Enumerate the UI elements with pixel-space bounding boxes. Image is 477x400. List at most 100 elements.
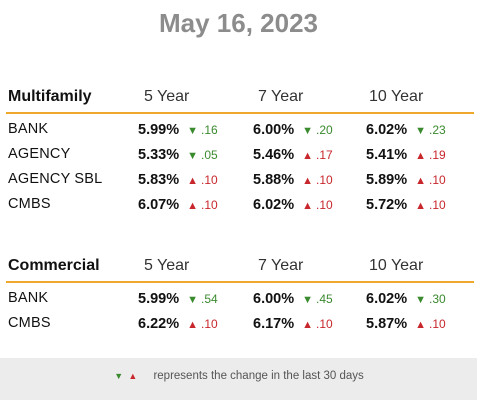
rate-cell: 5.88% ▲ .10 xyxy=(253,171,333,189)
rate-value: 6.02% xyxy=(366,122,408,138)
rate-value: 5.99% xyxy=(138,122,180,138)
column-header: 7 Year xyxy=(258,257,304,274)
table-row: CMBS 6.07% ▲ .10 6.02% ▲ .10 5.72% ▲ .10 xyxy=(0,194,477,219)
column-header: 5 Year xyxy=(144,88,190,105)
row-label: BANK xyxy=(8,121,49,137)
change-value: .10 xyxy=(429,198,446,212)
rate-value: 5.83% xyxy=(138,172,180,188)
table-row: BANK 5.99% ▼ .16 6.00% ▼ .20 6.02% ▼ .23 xyxy=(0,119,477,144)
triangle-up-icon: ▲ xyxy=(128,371,138,381)
section-title: Commercial xyxy=(8,257,100,274)
change-value: .17 xyxy=(316,148,333,162)
column-header: 10 Year xyxy=(369,257,424,274)
section-header: Commercial 5 Year 7 Year 10 Year xyxy=(0,256,477,283)
rate-cell: 5.87% ▲ .10 xyxy=(366,315,446,333)
change-value: .10 xyxy=(316,198,333,212)
rate-cell: 5.41% ▲ .19 xyxy=(366,146,446,164)
triangle-up-icon: ▲ xyxy=(415,319,427,331)
change-value: .05 xyxy=(201,148,218,162)
rate-value: 5.89% xyxy=(366,172,408,188)
triangle-up-icon: ▲ xyxy=(302,175,314,187)
column-header: 10 Year xyxy=(369,88,424,105)
triangle-down-icon: ▼ xyxy=(187,150,199,162)
change-value: .19 xyxy=(429,148,446,162)
change-value: .30 xyxy=(429,292,446,306)
section-commercial: Commercial 5 Year 7 Year 10 Year BANK 5.99% ▼.… xyxy=(0,256,477,332)
rate-cell: 6.00% ▼ .45 xyxy=(253,290,333,308)
rate-value: 5.87% xyxy=(366,316,408,332)
rate-cell: 6.07% ▲ .10 xyxy=(138,196,218,214)
triangle-down-icon: ▼ xyxy=(187,294,199,306)
column-header: 7 Year xyxy=(258,88,304,105)
table-row: AGENCY SBL 5.83% ▲ .10 5.88% ▲ .10 5.89% ▲ .10 xyxy=(0,169,477,194)
rate-value: 5.33% xyxy=(138,147,180,163)
triangle-up-icon: ▲ xyxy=(302,150,314,162)
rate-cell: 6.02% ▲ .10 xyxy=(253,196,333,214)
rate-cell: 6.02% ▼ .23 xyxy=(366,121,446,139)
section-title: Multifamily xyxy=(8,88,92,105)
rate-cell: 6.22% ▲ .10 xyxy=(138,315,218,333)
rate-cell: 5.99% ▼ .54 xyxy=(138,290,218,308)
change-value: .20 xyxy=(316,123,333,137)
triangle-down-icon: ▼ xyxy=(415,125,427,137)
rate-value: 6.00% xyxy=(253,291,295,307)
section-header: Multifamily 5 Year 7 Year 10 Year xyxy=(0,87,477,114)
change-value: .54 xyxy=(201,292,218,306)
rate-value: 6.02% xyxy=(366,291,408,307)
rate-value: 6.00% xyxy=(253,122,295,138)
rate-cell: 5.72% ▲ .10 xyxy=(366,196,446,214)
rate-cell: 5.83% ▲ .10 xyxy=(138,171,218,189)
change-value: .10 xyxy=(429,173,446,187)
triangle-up-icon: ▲ xyxy=(187,175,199,187)
rate-cell: 5.46% ▲ .17 xyxy=(253,146,333,164)
rate-value: 6.02% xyxy=(253,197,295,213)
change-value: .23 xyxy=(429,123,446,137)
change-value: .16 xyxy=(201,123,218,137)
change-value: .10 xyxy=(429,317,446,331)
row-label: AGENCY xyxy=(8,146,71,162)
triangle-up-icon: ▲ xyxy=(415,175,427,187)
triangle-up-icon: ▲ xyxy=(302,200,314,212)
change-value: .10 xyxy=(201,198,218,212)
rate-value: 5.72% xyxy=(366,197,408,213)
triangle-up-icon: ▲ xyxy=(187,200,199,212)
triangle-down-icon: ▼ xyxy=(415,294,427,306)
triangle-down-icon: ▼ xyxy=(302,125,314,137)
change-value: .45 xyxy=(316,292,333,306)
row-label: BANK xyxy=(8,290,49,306)
rate-value: 5.99% xyxy=(138,291,180,307)
triangle-down-icon: ▼ xyxy=(187,125,199,137)
rate-value: 5.46% xyxy=(253,147,295,163)
table-row: BANK 5.99% ▼ .54 6.00% ▼ .45 6.02% ▼ .30 xyxy=(0,288,477,313)
rate-cell: 6.17% ▲ .10 xyxy=(253,315,333,333)
section-multifamily: Multifamily 5 Year 7 Year 10 Year BANK 5.99% ▼… xyxy=(0,87,477,213)
legend-footer: ▼ ▲ represents the change in the last 30… xyxy=(0,358,477,400)
triangle-down-icon: ▼ xyxy=(114,371,124,381)
triangle-down-icon: ▼ xyxy=(302,294,314,306)
rate-cell: 5.89% ▲ .10 xyxy=(366,171,446,189)
rate-value: 5.88% xyxy=(253,172,295,188)
triangle-up-icon: ▲ xyxy=(302,319,314,331)
rate-value: 5.41% xyxy=(366,147,408,163)
change-value: .10 xyxy=(201,173,218,187)
rate-value: 6.22% xyxy=(138,316,180,332)
rate-cell: 5.99% ▼ .16 xyxy=(138,121,218,139)
column-header: 5 Year xyxy=(144,257,190,274)
page-title: May 16, 2023 xyxy=(158,8,318,38)
change-value: .10 xyxy=(201,317,218,331)
change-value: .10 xyxy=(316,173,333,187)
triangle-up-icon: ▲ xyxy=(187,319,199,331)
row-label: CMBS xyxy=(8,196,51,212)
legend-text: represents the change in the last 30 day… xyxy=(153,370,364,382)
triangle-up-icon: ▲ xyxy=(415,150,427,162)
header-divider xyxy=(6,281,474,283)
table-row: AGENCY 5.33% ▼ .05 5.46% ▲ .17 5.41% ▲ .19 xyxy=(0,144,477,169)
header-divider xyxy=(6,112,474,114)
rate-cell: 6.00% ▼ .20 xyxy=(253,121,333,139)
rate-cell: 5.33% ▼ .05 xyxy=(138,146,218,164)
row-label: AGENCY SBL xyxy=(8,171,103,187)
triangle-up-icon: ▲ xyxy=(415,200,427,212)
rate-value: 6.07% xyxy=(138,197,180,213)
change-value: .10 xyxy=(316,317,333,331)
row-label: CMBS xyxy=(8,315,51,331)
